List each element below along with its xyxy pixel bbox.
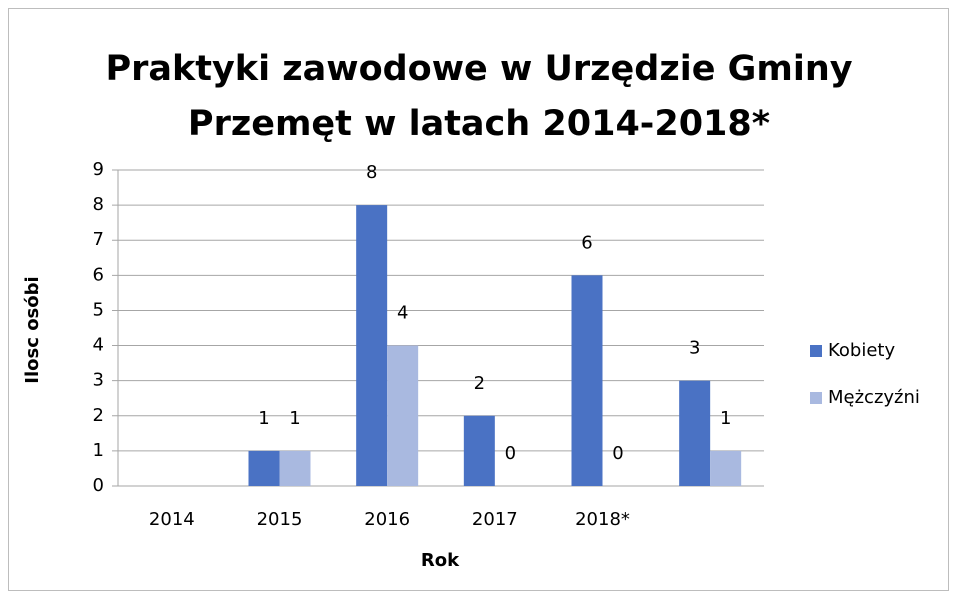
y-tick-label: 4 — [93, 335, 104, 356]
chart-title: Przemęt w latach 2014-2018* — [188, 104, 770, 144]
y-tick-label: 2 — [93, 405, 104, 426]
x-tick-label: 2014 — [149, 509, 195, 530]
bar — [248, 450, 280, 486]
value-label: 4 — [397, 303, 408, 324]
y-tick-label: 9 — [93, 159, 104, 180]
value-label: 0 — [505, 443, 516, 464]
y-tick-label: 6 — [93, 264, 104, 285]
y-tick-label: 1 — [93, 440, 104, 461]
y-tick-label: 0 — [93, 475, 104, 496]
chart-frame — [8, 8, 949, 591]
bar — [571, 275, 603, 486]
x-axis-title: Rok — [421, 550, 460, 571]
y-tick-label: 5 — [93, 299, 104, 320]
value-label: 1 — [258, 408, 269, 429]
legend-swatch — [810, 345, 822, 357]
legend-label: Mężczyźni — [828, 387, 920, 408]
x-tick-label: 2016 — [364, 509, 410, 530]
bar — [710, 450, 742, 486]
x-tick-label: 2015 — [257, 509, 303, 530]
y-tick-label: 7 — [93, 229, 104, 250]
chart-title: Praktyki zawodowe w Urzędzie Gminy — [105, 49, 852, 89]
y-tick-label: 3 — [93, 370, 104, 391]
value-label: 1 — [720, 408, 731, 429]
bar — [279, 450, 311, 486]
value-label: 3 — [689, 338, 700, 359]
y-axis-title: Ilosc osóbi — [22, 276, 43, 383]
bar — [356, 205, 388, 486]
value-label: 8 — [366, 162, 377, 183]
x-tick-label: 2018* — [575, 509, 630, 530]
value-label: 6 — [581, 232, 592, 253]
x-tick-label: 2017 — [472, 509, 518, 530]
y-tick-label: 8 — [93, 194, 104, 215]
value-label: 2 — [474, 373, 485, 394]
legend-label: Kobiety — [828, 340, 895, 361]
bar — [463, 415, 495, 486]
value-label: 0 — [612, 443, 623, 464]
bar — [679, 380, 711, 486]
legend-swatch — [810, 392, 822, 404]
value-label: 1 — [289, 408, 300, 429]
bar — [387, 345, 419, 486]
